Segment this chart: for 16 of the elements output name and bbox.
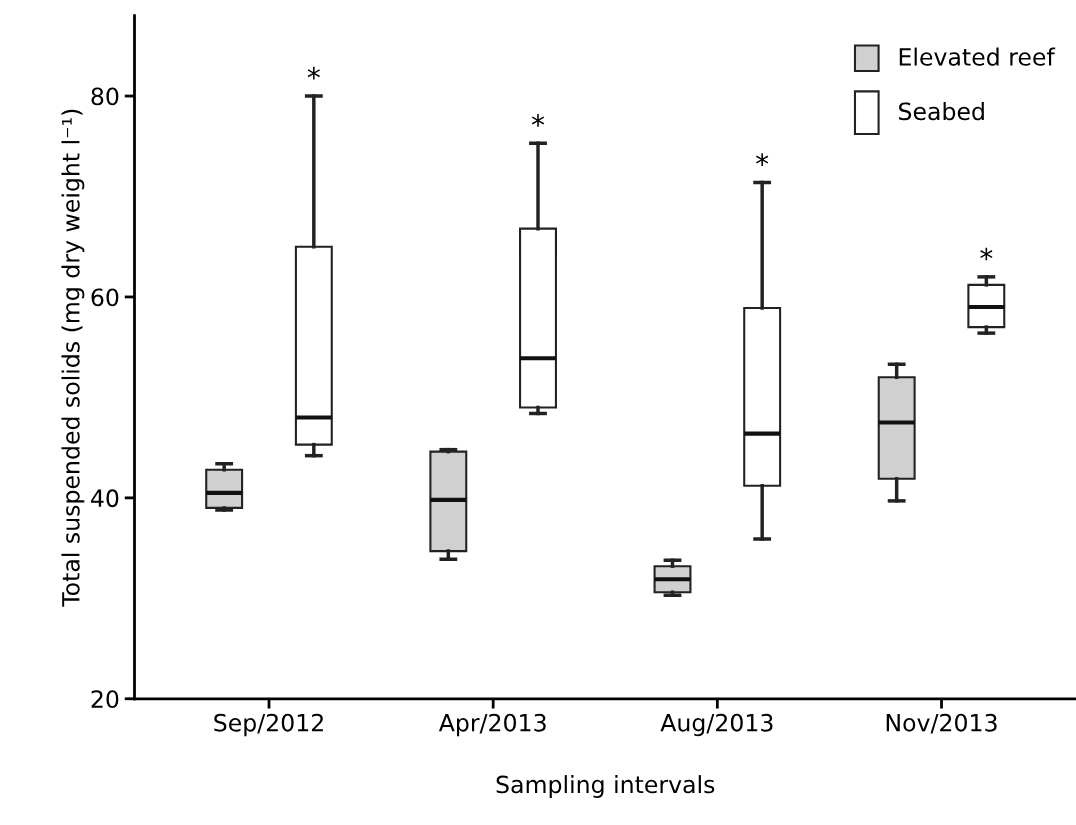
annotation: * bbox=[980, 247, 993, 261]
x-tick-label: Sep/2012 bbox=[214, 713, 323, 737]
y-tick-label: 20 bbox=[91, 690, 119, 709]
y-tick-label: 60 bbox=[91, 288, 119, 307]
y-tick-label: 40 bbox=[91, 489, 119, 508]
annotation: * bbox=[756, 153, 769, 166]
y-tick-label: 80 bbox=[91, 87, 119, 106]
legend-label: Seabed bbox=[899, 101, 984, 121]
x-tick-label: Apr/2013 bbox=[438, 713, 546, 737]
annotation: * bbox=[307, 66, 320, 80]
legend-label: Elevated reef bbox=[899, 47, 1056, 66]
annotation: * bbox=[531, 114, 545, 127]
x-tick-label: Aug/2013 bbox=[660, 713, 773, 737]
x-tick-label: Nov/2013 bbox=[886, 713, 997, 734]
y-axis-title: Total suspended solids (mg dry weight l⁻¹) bbox=[61, 109, 85, 607]
x-axis-title: Sampling intervals bbox=[496, 775, 715, 798]
